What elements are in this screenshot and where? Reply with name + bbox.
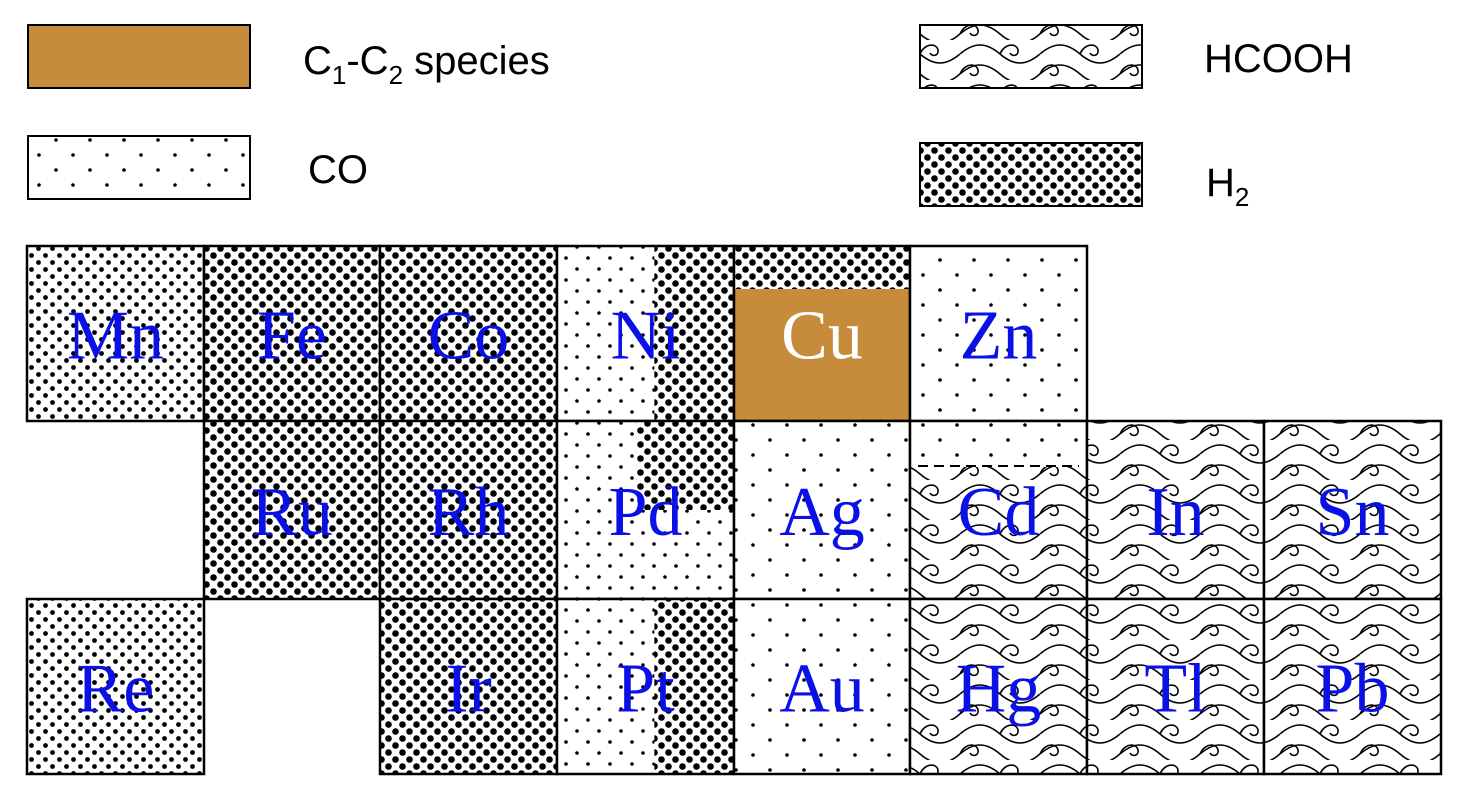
element-grid: Mn Fe Co Ni Cu Zn Ru Rh Pd Ag Cd In Sn Re Ir Pt Au Hg Tl Pb: [25, 244, 1443, 776]
legend-item-h2: H2: [919, 142, 1249, 212]
element-symbol-co: Co: [428, 298, 510, 375]
legend-item-hcooh: HCOOH: [919, 24, 1353, 89]
legend-swatch-h2: [919, 142, 1143, 207]
legend-label-h2: H2: [1206, 161, 1249, 212]
element-symbol-in: In: [1146, 474, 1204, 551]
legend-label-co: CO: [308, 148, 368, 192]
element-symbol-au: Au: [779, 651, 865, 728]
element-cell-in: In: [1085, 419, 1266, 601]
element-cell-fe: Fe: [202, 244, 382, 423]
element-symbol-re: Re: [77, 651, 155, 728]
element-cell-pb: Pb: [1262, 597, 1443, 776]
element-cell-hg: Hg: [908, 597, 1089, 776]
element-symbol-ir: Ir: [445, 651, 492, 728]
element-symbol-sn: Sn: [1316, 474, 1390, 551]
element-symbol-hg: Hg: [956, 651, 1042, 728]
legend-label-hcooh: HCOOH: [1204, 37, 1353, 81]
legend-item-c1c2: C1-C2 species: [27, 24, 550, 90]
element-cell-cd: Cd: [908, 419, 1089, 601]
element-symbol-fe: Fe: [257, 298, 327, 375]
element-cell-ni: Ni: [555, 244, 736, 423]
element-cell-pd: Pd: [555, 419, 736, 601]
element-symbol-rh: Rh: [428, 474, 510, 551]
element-cell-tl: Tl: [1085, 597, 1266, 776]
element-symbol-tl: Tl: [1144, 651, 1206, 728]
element-cell-border: [25, 597, 206, 776]
element-cell-cu: Cu: [732, 244, 912, 423]
element-cell-rh: Rh: [378, 419, 559, 601]
element-cell-pt: Pt: [555, 597, 736, 776]
element-cell-ag: Ag: [732, 419, 912, 601]
element-cell-co: Co: [378, 244, 559, 423]
element-symbol-cu: Cu: [781, 298, 863, 375]
element-cell-mn: Mn: [25, 244, 206, 423]
element-cell-ir: Ir: [378, 597, 559, 776]
element-symbol-pt: Pt: [616, 651, 675, 728]
element-symbol-ag: Ag: [779, 474, 865, 551]
element-symbol-zn: Zn: [960, 298, 1038, 375]
legend-swatch-hcooh: [919, 24, 1143, 89]
element-cell-border: [1262, 597, 1443, 776]
legend: C1-C2 species CO HCOOH H2: [27, 24, 1353, 212]
legend-label-c1c2: C1-C2 species: [303, 39, 550, 90]
legend-swatch-co: [27, 135, 251, 200]
element-symbol-ni: Ni: [611, 298, 681, 375]
element-cell-ru: Ru: [202, 419, 382, 601]
element-symbol-mn: Mn: [67, 298, 164, 375]
legend-swatch-c1c2: [27, 24, 251, 89]
element-symbol-ru: Ru: [251, 474, 333, 551]
element-cell-zn: Zn: [908, 244, 1089, 423]
element-cell-re: Re: [25, 597, 206, 776]
legend-item-co: CO: [27, 135, 368, 200]
element-cell-au: Au: [732, 597, 912, 776]
element-symbol-cd: Cd: [958, 474, 1040, 551]
element-symbol-pb: Pb: [1316, 651, 1390, 728]
element-cell-sn: Sn: [1262, 419, 1443, 601]
element-symbol-pd: Pd: [609, 474, 683, 551]
